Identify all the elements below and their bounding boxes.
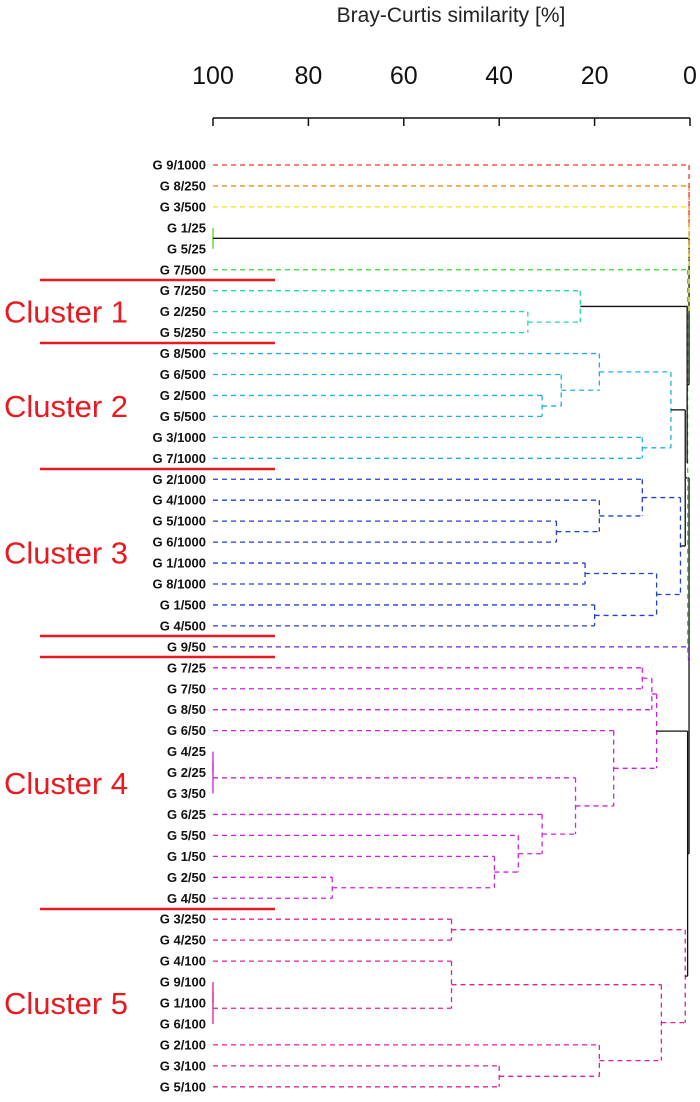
leaf-label: G 4/1000: [153, 493, 207, 508]
leaf-label: G 5/1000: [153, 514, 207, 529]
leaf-label: G 6/500: [160, 367, 206, 382]
x-tick-label: 100: [192, 62, 234, 90]
leaf-label: G 2/1000: [153, 472, 207, 487]
leaf-label: G 8/250: [160, 178, 206, 193]
x-tick-label: 0: [683, 62, 697, 90]
leaf-label: G 1/1000: [153, 556, 207, 571]
leaf-label: G 2/500: [160, 388, 206, 403]
leaf-label: G 6/1000: [153, 535, 207, 550]
leaf-label: G 5/25: [167, 241, 206, 256]
leaf-label: G 4/50: [167, 891, 206, 906]
x-axis: 100 80 60 40 20 0: [192, 62, 697, 126]
cluster-label: Cluster 2: [4, 389, 128, 424]
leaf-label: G 5/100: [160, 1079, 206, 1094]
leaf-label: G 1/50: [167, 849, 206, 864]
leaf-label: G 3/500: [160, 199, 206, 214]
leaf-label: G 2/25: [167, 765, 206, 780]
cluster-label: Cluster 3: [4, 536, 128, 571]
leaf-label: G 4/25: [167, 744, 206, 759]
leaf-label: G 4/500: [160, 618, 206, 633]
leaf-label: G 4/100: [160, 954, 206, 969]
cluster-annotations: Cluster 1 Cluster 2 Cluster 3 Cluster 4 Clus…: [4, 278, 275, 1021]
leaf-label: G 8/500: [160, 346, 206, 361]
x-tick-label: 20: [581, 62, 609, 90]
leaf-label: G 6/25: [167, 807, 206, 822]
cluster-label: Cluster 4: [4, 766, 128, 801]
leaf-label: G 2/250: [160, 304, 206, 319]
leaf-label: G 5/50: [167, 828, 206, 843]
leaf-label: G 6/50: [167, 723, 206, 738]
leaf-label: G 3/250: [160, 912, 206, 927]
leaf-label: G 9/50: [167, 639, 206, 654]
leaf-label: G 7/250: [160, 283, 206, 298]
leaf-label: G 2/50: [167, 870, 206, 885]
x-tick-label: 40: [485, 62, 513, 90]
leaf-label: G 6/100: [160, 1016, 206, 1031]
leaf-label: G 3/50: [167, 786, 206, 801]
leaf-label: G 8/1000: [153, 577, 207, 592]
leaf-label: G 8/50: [167, 702, 206, 717]
leaf-label: G 7/25: [167, 660, 206, 675]
leaf-label: G 5/500: [160, 409, 206, 424]
leaf-label: G 7/1000: [153, 451, 207, 466]
leaf-label: G 9/100: [160, 975, 206, 990]
leaf-label: G 7/500: [160, 262, 206, 277]
x-tick-label: 60: [390, 62, 418, 90]
cluster-label: Cluster 1: [4, 295, 128, 330]
leaf-label: G 1/25: [167, 220, 206, 235]
leaf-label: G 4/250: [160, 933, 206, 948]
x-tick-label: 80: [294, 62, 322, 90]
leaf-label: G 3/1000: [153, 430, 207, 445]
dendrogram-links: [212, 164, 690, 1088]
leaf-label: G 3/100: [160, 1058, 206, 1073]
axis-title: Bray-Curtis similarity [%]: [337, 4, 566, 27]
cluster-label: Cluster 5: [4, 986, 128, 1021]
leaf-label: G 9/1000: [153, 158, 207, 173]
leaf-label: G 7/50: [167, 681, 206, 696]
leaf-labels: G 9/1000 G 8/250 G 3/500 G 1/25 G 5/25 G 7/50…: [153, 158, 207, 1095]
leaf-label: G 5/250: [160, 325, 206, 340]
leaf-label: G 1/500: [160, 597, 206, 612]
leaf-label: G 2/100: [160, 1037, 206, 1052]
leaf-label: G 1/100: [160, 996, 206, 1011]
